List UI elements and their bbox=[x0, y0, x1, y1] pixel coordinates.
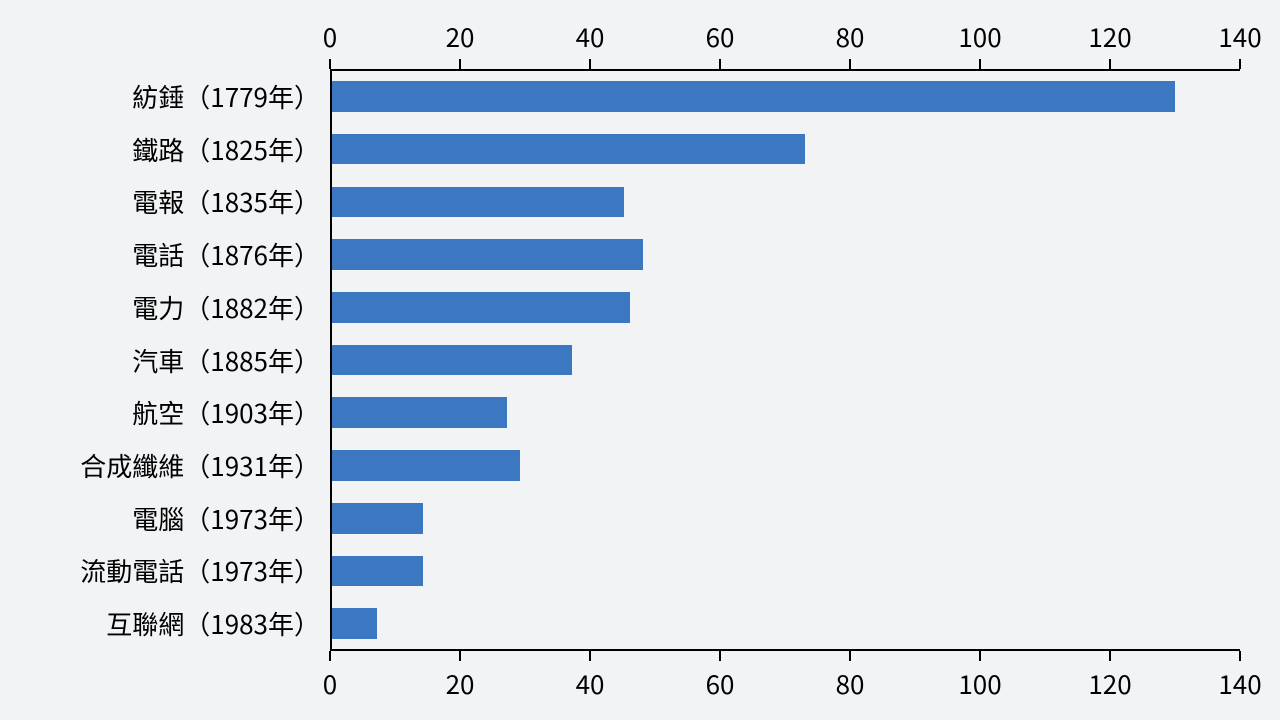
tick-label: 40 bbox=[576, 665, 605, 702]
bar-row bbox=[332, 439, 1240, 492]
category-label-row: 互聯網（1983年） bbox=[20, 597, 330, 650]
bar bbox=[332, 292, 630, 323]
tick-label: 40 bbox=[576, 18, 605, 55]
tick-mark bbox=[979, 651, 981, 661]
tick-label: 0 bbox=[323, 665, 337, 702]
tick-label: 100 bbox=[958, 665, 1001, 702]
tick-mark bbox=[589, 59, 591, 69]
tick-mark bbox=[1109, 651, 1111, 661]
tick-label: 60 bbox=[706, 18, 735, 55]
category-label-row: 電腦（1973年） bbox=[20, 492, 330, 545]
bar-slot bbox=[332, 386, 1240, 439]
bars-region: 紡錘（1779年） 鐵路（1825年） 電報（1835年） 電話（1876年） 電力（1… bbox=[20, 70, 1240, 650]
tick-label: 20 bbox=[446, 18, 475, 55]
page-root: 0 20 40 60 80 100 120 140 紡錘（1779年） 鐵路（1825年） 電報（… bbox=[0, 0, 1280, 720]
chart-container: 0 20 40 60 80 100 120 140 紡錘（1779年） 鐵路（1825年） 電報（… bbox=[0, 0, 1280, 720]
tick-label: 140 bbox=[1218, 18, 1261, 55]
category-label: 鐵路（1825年） bbox=[20, 131, 330, 168]
category-label-row: 航空（1903年） bbox=[20, 386, 330, 439]
bar bbox=[332, 345, 572, 376]
category-label: 流動電話（1973年） bbox=[20, 552, 330, 589]
tick-label: 140 bbox=[1218, 665, 1261, 702]
tick-label: 0 bbox=[323, 18, 337, 55]
bar bbox=[332, 239, 643, 270]
category-label: 紡錘（1779年） bbox=[20, 78, 330, 115]
x-axis-scale-bottom: 020406080100120140 bbox=[330, 649, 1240, 701]
category-label-row: 合成纖維（1931年） bbox=[20, 439, 330, 492]
category-label: 電話（1876年） bbox=[20, 236, 330, 273]
tick-label: 60 bbox=[706, 665, 735, 702]
x-axis-bottom: 020406080100120140 bbox=[20, 650, 1240, 700]
bar bbox=[332, 556, 423, 587]
bar-row bbox=[332, 281, 1240, 334]
bar-slot bbox=[332, 70, 1240, 123]
bar-slot bbox=[332, 492, 1240, 545]
tick-mark bbox=[849, 59, 851, 69]
category-labels-column: 紡錘（1779年） 鐵路（1825年） 電報（1835年） 電話（1876年） 電力（1… bbox=[20, 70, 330, 650]
bar-row bbox=[332, 597, 1240, 650]
tick-mark bbox=[979, 59, 981, 69]
tick-mark bbox=[1109, 59, 1111, 69]
category-label: 汽車（1885年） bbox=[20, 342, 330, 379]
tick-mark bbox=[1239, 651, 1241, 661]
tick-mark bbox=[849, 651, 851, 661]
tick-label: 100 bbox=[958, 18, 1001, 55]
tick-mark bbox=[719, 651, 721, 661]
category-label-row: 紡錘（1779年） bbox=[20, 70, 330, 123]
bar bbox=[332, 503, 423, 534]
bar-slot bbox=[332, 281, 1240, 334]
bar-row bbox=[332, 334, 1240, 387]
tick-label: 20 bbox=[446, 665, 475, 702]
bar-slot bbox=[332, 228, 1240, 281]
bar-slot bbox=[332, 175, 1240, 228]
tick-label: 120 bbox=[1088, 665, 1131, 702]
tick-label: 120 bbox=[1088, 18, 1131, 55]
tick-mark bbox=[329, 651, 331, 661]
category-label-row: 鐵路（1825年） bbox=[20, 123, 330, 176]
category-label: 航空（1903年） bbox=[20, 394, 330, 431]
bar-slot bbox=[332, 334, 1240, 387]
bar bbox=[332, 450, 520, 481]
bar bbox=[332, 608, 377, 639]
tick-mark bbox=[459, 651, 461, 661]
tick-mark bbox=[589, 651, 591, 661]
chart-area: 020406080100120140 紡錘（1779年）鐵路（1825年）電報（… bbox=[20, 20, 1240, 700]
category-label: 電力（1882年） bbox=[20, 289, 330, 326]
bar-slot bbox=[332, 597, 1240, 650]
bar bbox=[332, 187, 624, 218]
category-label-row: 流動電話（1973年） bbox=[20, 545, 330, 598]
tick-label: 80 bbox=[836, 665, 865, 702]
bar bbox=[332, 81, 1175, 112]
category-label-row: 電力（1882年） bbox=[20, 281, 330, 334]
x-axis-top: 020406080100120140 bbox=[20, 20, 1240, 70]
category-label: 互聯網（1983年） bbox=[20, 605, 330, 642]
tick-mark bbox=[1239, 59, 1241, 69]
category-label: 電腦（1973年） bbox=[20, 500, 330, 537]
bar-slot bbox=[332, 439, 1240, 492]
bar bbox=[332, 134, 805, 165]
category-label-row: 汽車（1885年） bbox=[20, 334, 330, 387]
x-axis-scale-top: 020406080100120140 bbox=[330, 19, 1240, 71]
category-label: 合成纖維（1931年） bbox=[20, 447, 330, 484]
bar-row bbox=[332, 228, 1240, 281]
bar-row bbox=[332, 492, 1240, 545]
bar-slot bbox=[332, 123, 1240, 176]
bar-slot bbox=[332, 545, 1240, 598]
plot-column bbox=[330, 70, 1240, 650]
tick-label: 80 bbox=[836, 18, 865, 55]
bar-row bbox=[332, 70, 1240, 123]
tick-mark bbox=[459, 59, 461, 69]
bar-row bbox=[332, 123, 1240, 176]
bar-row bbox=[332, 386, 1240, 439]
category-label: 電報（1835年） bbox=[20, 183, 330, 220]
tick-mark bbox=[719, 59, 721, 69]
category-label-row: 電話（1876年） bbox=[20, 228, 330, 281]
category-label-row: 電報（1835年） bbox=[20, 175, 330, 228]
bar bbox=[332, 397, 507, 428]
tick-mark bbox=[329, 59, 331, 69]
bar-row bbox=[332, 545, 1240, 598]
bar-row bbox=[332, 175, 1240, 228]
